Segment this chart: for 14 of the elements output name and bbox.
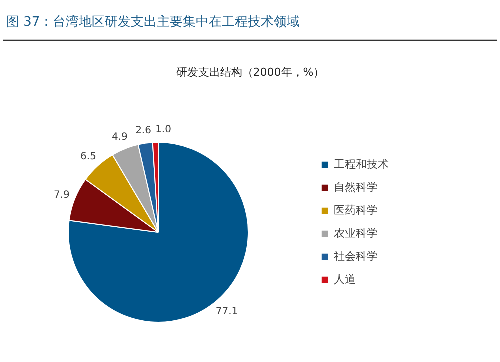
data-label: 4.9: [112, 132, 128, 143]
chart-subtitle: 研发支出结构（2000年，%）: [176, 66, 325, 79]
legend-label: 社会科学: [334, 249, 378, 264]
chart-title: 图 37：台湾地区研发支出主要集中在工程技术领域: [6, 14, 300, 30]
data-label: 77.1: [216, 306, 238, 318]
data-label: 6.5: [80, 152, 96, 163]
data-label: 7.9: [54, 190, 70, 201]
data-label: 2.6: [136, 126, 152, 137]
legend-label: 医药科学: [334, 203, 378, 218]
legend-label: 自然科学: [334, 180, 378, 195]
legend-label: 人道: [334, 272, 356, 287]
legend-label: 工程和技术: [334, 157, 389, 172]
legend-label: 农业科学: [334, 226, 378, 241]
data-label: 1.0: [156, 124, 172, 136]
